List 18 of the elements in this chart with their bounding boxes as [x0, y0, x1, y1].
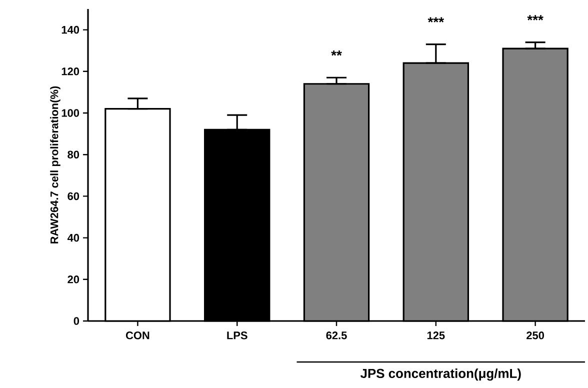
y-axis-title: RAW264.7 cell proliferation(%) — [50, 86, 60, 244]
annotation: *** — [527, 15, 544, 20]
y-tick-label: 20 — [68, 276, 80, 284]
y-tick-label: 80 — [68, 150, 80, 158]
annotation: ** — [331, 50, 342, 56]
x-tick-label: 62.5 — [326, 332, 347, 340]
y-tick-label: 40 — [67, 234, 80, 242]
x-tick-label: LPS — [227, 332, 248, 340]
x-tick-label: 125 — [427, 332, 445, 340]
y-tick-label: 120 — [62, 68, 80, 76]
x-tick-label: CON — [126, 332, 150, 340]
y-tick-label: 100 — [62, 109, 80, 117]
x-tick-label: 250 — [526, 332, 544, 340]
annotation: *** — [428, 17, 444, 22]
y-tick-label: 140 — [62, 26, 80, 34]
y-tick-label: 0 — [74, 317, 80, 325]
y-tick-label: 60 — [68, 192, 80, 200]
x-axis-title: JPS concentration(μg/mL) — [360, 368, 521, 381]
